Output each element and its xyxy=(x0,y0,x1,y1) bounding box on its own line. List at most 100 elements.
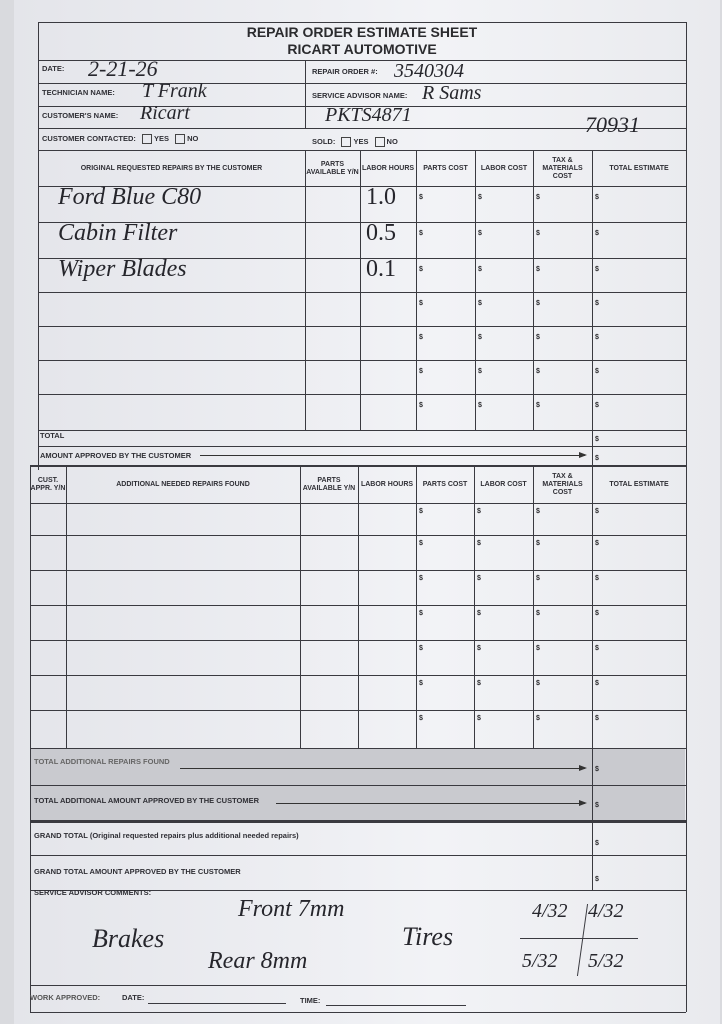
tire-divider xyxy=(576,904,589,976)
advisor-label: SERVICE ADVISOR NAME: xyxy=(312,91,408,100)
rule xyxy=(300,465,301,748)
vehicle-value: PKTS4871 xyxy=(325,104,412,126)
currency-symbol: $ xyxy=(595,508,599,515)
rule xyxy=(38,22,686,23)
total-label: TOTAL xyxy=(40,431,65,440)
rule xyxy=(592,430,593,465)
sold-no-checkbox[interactable] xyxy=(374,137,385,148)
repair-order-label: REPAIR ORDER #: xyxy=(312,67,378,76)
tire-front-left: 4/32 xyxy=(532,900,568,922)
currency-symbol: $ xyxy=(595,402,599,409)
currency-symbol: $ xyxy=(478,402,482,409)
customer-contacted: CUSTOMER CONTACTED: YES NO xyxy=(42,134,198,145)
approval-cell[interactable] xyxy=(0,20,20,40)
currency-symbol: $ xyxy=(419,266,423,273)
rule xyxy=(38,106,686,107)
date-label: DATE: xyxy=(42,64,65,73)
tire-divider xyxy=(520,938,638,939)
tire-front-right: 4/32 xyxy=(588,900,624,922)
repair-description: Wiper Blades xyxy=(58,256,187,282)
currency-symbol: $ xyxy=(477,508,481,515)
currency-symbol: $ xyxy=(477,540,481,547)
rule xyxy=(38,292,686,293)
amount-approved-label: AMOUNT APPROVED BY THE CUSTOMER xyxy=(40,451,192,460)
rule xyxy=(358,465,359,748)
total-additional-repairs-label: TOTAL ADDITIONAL REPAIRS FOUND xyxy=(34,757,170,766)
customer-label: CUSTOMER'S NAME: xyxy=(42,111,119,120)
date-value: 2-21-26 xyxy=(88,56,158,81)
currency-symbol: $ xyxy=(595,230,599,237)
rule xyxy=(30,985,686,986)
grand-total-label: GRAND TOTAL (Original requested repairs … xyxy=(34,831,299,840)
approval-cell[interactable] xyxy=(0,40,20,60)
column-header: PARTS COST xyxy=(423,164,468,172)
currency-symbol: $ xyxy=(595,876,599,883)
column-header: TOTAL ESTIMATE xyxy=(609,164,669,172)
approval-cell[interactable] xyxy=(0,80,20,100)
currency-symbol: $ xyxy=(477,645,481,652)
rule xyxy=(30,748,686,749)
currency-symbol: $ xyxy=(478,300,482,307)
currency-symbol: $ xyxy=(595,436,599,443)
rule xyxy=(474,465,475,748)
column-header: PARTS AVAILABLE Y/N xyxy=(302,476,356,492)
currency-symbol: $ xyxy=(419,508,423,515)
currency-symbol: $ xyxy=(536,334,540,341)
approval-cell[interactable] xyxy=(0,0,20,20)
rule xyxy=(360,150,361,430)
currency-symbol: $ xyxy=(595,715,599,722)
rule xyxy=(38,150,686,151)
yes-label: YES xyxy=(153,134,169,143)
tire-rear-left: 5/32 xyxy=(522,950,558,972)
approval-cell[interactable] xyxy=(0,120,20,140)
currency-symbol: $ xyxy=(478,334,482,341)
currency-symbol: $ xyxy=(478,266,482,273)
currency-symbol: $ xyxy=(419,368,423,375)
contacted-yes-checkbox[interactable] xyxy=(141,134,152,145)
comment-tires: Tires xyxy=(402,922,454,951)
arrow xyxy=(180,765,587,771)
currency-symbol: $ xyxy=(595,610,599,617)
form-subtitle: RICART AUTOMOTIVE xyxy=(287,41,437,57)
no-label: NO xyxy=(386,137,398,146)
date-signature-line[interactable] xyxy=(148,1003,286,1004)
currency-symbol: $ xyxy=(536,680,540,687)
rule xyxy=(533,465,534,748)
approval-cell[interactable] xyxy=(0,60,20,80)
sold-yes-checkbox[interactable] xyxy=(341,137,352,148)
technician-label: TECHNICIAN NAME: xyxy=(42,88,115,97)
currency-symbol: $ xyxy=(536,540,540,547)
rule xyxy=(592,748,593,890)
rule xyxy=(416,150,417,430)
tire-rear-right: 5/32 xyxy=(588,950,624,972)
currency-symbol: $ xyxy=(595,540,599,547)
column-header: ADDITIONAL NEEDED REPAIRS FOUND xyxy=(116,480,250,488)
time-signature-line[interactable] xyxy=(326,1005,466,1006)
currency-symbol: $ xyxy=(595,645,599,652)
comment-brakes: Brakes xyxy=(92,924,165,953)
currency-symbol: $ xyxy=(595,300,599,307)
currency-symbol: $ xyxy=(478,194,482,201)
currency-symbol: $ xyxy=(478,368,482,375)
currency-symbol: $ xyxy=(419,230,423,237)
contacted-no-checkbox[interactable] xyxy=(175,134,186,145)
rule xyxy=(38,394,686,395)
customer-value: Ricart xyxy=(140,102,190,124)
rule xyxy=(686,22,687,1012)
currency-symbol: $ xyxy=(595,680,599,687)
contacted-label: CUSTOMER CONTACTED: xyxy=(42,134,136,143)
currency-symbol: $ xyxy=(595,802,599,809)
rule xyxy=(30,855,686,856)
currency-symbol: $ xyxy=(419,540,423,547)
currency-symbol: $ xyxy=(477,715,481,722)
currency-symbol: $ xyxy=(419,334,423,341)
rule xyxy=(38,446,686,447)
rule xyxy=(475,150,476,430)
currency-symbol: $ xyxy=(536,575,540,582)
currency-symbol: $ xyxy=(419,645,423,652)
rule xyxy=(533,150,534,430)
arrow xyxy=(200,452,587,458)
approval-cell[interactable] xyxy=(0,100,20,120)
currency-symbol: $ xyxy=(419,575,423,582)
rule xyxy=(30,1012,686,1013)
